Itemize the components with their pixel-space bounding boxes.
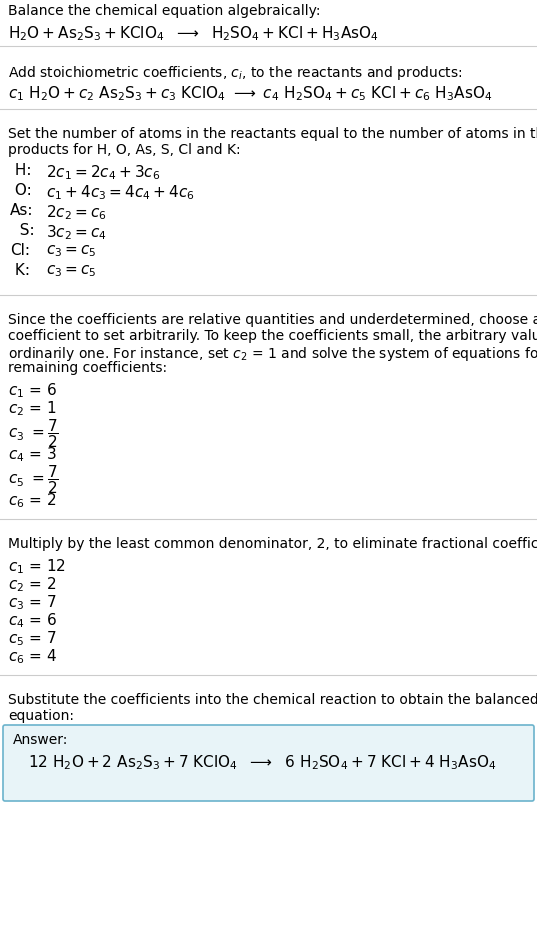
Text: $3\mathit{c}_2 = \mathit{c}_4$: $3\mathit{c}_2 = \mathit{c}_4$ (46, 223, 106, 242)
Text: products for H, O, As, S, Cl and K:: products for H, O, As, S, Cl and K: (8, 143, 241, 157)
Text: $\mathit{c}_4$ = 3: $\mathit{c}_4$ = 3 (8, 445, 56, 463)
Text: $\mathit{c}_1$ = 12: $\mathit{c}_1$ = 12 (8, 557, 66, 576)
Text: $\mathrm{12\ H_2O + 2\ As_2S_3 + 7\ KClO_4 \ \ \longrightarrow \ \ 6\ H_2SO_4 + : $\mathrm{12\ H_2O + 2\ As_2S_3 + 7\ KClO… (28, 753, 497, 771)
Text: Balance the chemical equation algebraically:: Balance the chemical equation algebraica… (8, 4, 321, 18)
Text: equation:: equation: (8, 709, 74, 723)
Text: $\mathit{c}_3 = \mathit{c}_5$: $\mathit{c}_3 = \mathit{c}_5$ (46, 243, 97, 259)
Text: $\mathit{c}_3 = \mathit{c}_5$: $\mathit{c}_3 = \mathit{c}_5$ (46, 263, 97, 279)
Text: coefficient to set arbitrarily. To keep the coefficients small, the arbitrary va: coefficient to set arbitrarily. To keep … (8, 329, 537, 343)
FancyBboxPatch shape (3, 725, 534, 801)
Text: S:: S: (10, 223, 34, 238)
Text: $2\mathit{c}_2 = \mathit{c}_6$: $2\mathit{c}_2 = \mathit{c}_6$ (46, 203, 106, 221)
Text: $\mathit{c}_1 + 4\mathit{c}_3 = 4\mathit{c}_4 + 4\mathit{c}_6$: $\mathit{c}_1 + 4\mathit{c}_3 = 4\mathit… (46, 183, 194, 202)
Text: $\mathit{c}_1$ = 6: $\mathit{c}_1$ = 6 (8, 381, 57, 399)
Text: H:: H: (10, 163, 32, 178)
Text: Answer:: Answer: (13, 733, 68, 747)
Text: Since the coefficients are relative quantities and underdetermined, choose a: Since the coefficients are relative quan… (8, 313, 537, 327)
Text: Add stoichiometric coefficients, $\mathit{c_i}$, to the reactants and products:: Add stoichiometric coefficients, $\mathi… (8, 64, 463, 82)
Text: $\mathit{c}_2$ = 1: $\mathit{c}_2$ = 1 (8, 399, 56, 417)
Text: $\mathit{c}_6$ = 4: $\mathit{c}_6$ = 4 (8, 647, 57, 666)
Text: Substitute the coefficients into the chemical reaction to obtain the balanced: Substitute the coefficients into the che… (8, 693, 537, 707)
Text: $\mathit{c}_5$ $= \dfrac{7}{2}$: $\mathit{c}_5$ $= \dfrac{7}{2}$ (8, 463, 59, 495)
Text: $\mathit{c}_\mathit{1}\ \mathrm{H_2O} + \mathit{c}_\mathit{2}\ \mathrm{As_2S_3} : $\mathit{c}_\mathit{1}\ \mathrm{H_2O} + … (8, 84, 492, 103)
Text: $\mathrm{H_2O + As_2S_3 + KClO_4 \ \ \longrightarrow \ \ H_2SO_4 + KCl + H_3AsO_: $\mathrm{H_2O + As_2S_3 + KClO_4 \ \ \lo… (8, 24, 379, 42)
Text: remaining coefficients:: remaining coefficients: (8, 361, 167, 375)
Text: $\mathit{c}_6$ = 2: $\mathit{c}_6$ = 2 (8, 491, 56, 510)
Text: $2\mathit{c}_1 = 2\mathit{c}_4 + 3\mathit{c}_6$: $2\mathit{c}_1 = 2\mathit{c}_4 + 3\mathi… (46, 163, 161, 182)
Text: $\mathit{c}_3$ = 7: $\mathit{c}_3$ = 7 (8, 593, 56, 611)
Text: O:: O: (10, 183, 32, 198)
Text: Set the number of atoms in the reactants equal to the number of atoms in the: Set the number of atoms in the reactants… (8, 127, 537, 141)
Text: Cl:: Cl: (10, 243, 30, 258)
Text: $\mathit{c}_2$ = 2: $\mathit{c}_2$ = 2 (8, 575, 56, 593)
Text: K:: K: (10, 263, 30, 278)
Text: As:: As: (10, 203, 33, 218)
Text: $\mathit{c}_5$ = 7: $\mathit{c}_5$ = 7 (8, 629, 56, 648)
Text: Multiply by the least common denominator, 2, to eliminate fractional coefficient: Multiply by the least common denominator… (8, 537, 537, 551)
Text: $\mathit{c}_4$ = 6: $\mathit{c}_4$ = 6 (8, 611, 57, 629)
Text: ordinarily one. For instance, set $\mathit{c}_2$ = 1 and solve the system of equ: ordinarily one. For instance, set $\math… (8, 345, 537, 363)
Text: $\mathit{c}_3$ $= \dfrac{7}{2}$: $\mathit{c}_3$ $= \dfrac{7}{2}$ (8, 417, 59, 449)
